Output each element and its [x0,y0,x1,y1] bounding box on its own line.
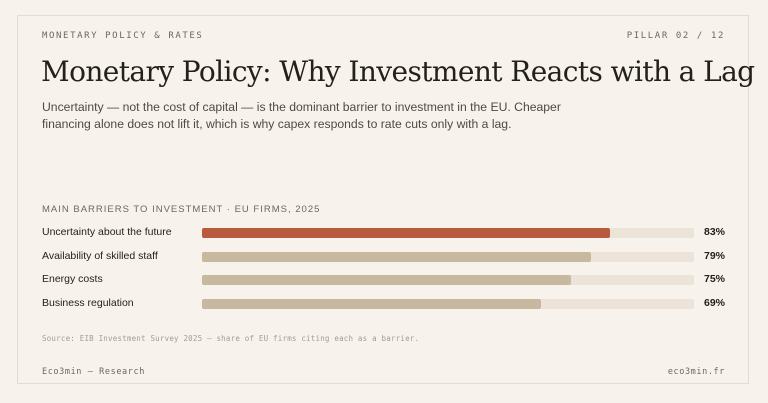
pillar-counter: PILLAR 02 / 12 [626,31,725,41]
card-frame [17,15,749,384]
section-kicker: MONETARY POLICY & RATES [42,31,204,41]
footer-brand: Eco3min — Research [42,367,145,377]
chart-title: MAIN BARRIERS TO INVESTMENT · EU FIRMS, … [42,204,321,215]
bar-category-label: Availability of skilled staff [42,249,158,262]
bar [202,299,542,310]
bar-value-label: 69% [704,297,726,310]
bar [202,275,571,286]
bar-track [202,228,694,238]
bar [202,251,591,262]
bar-category-label: Uncertainty about the future [42,226,172,238]
bar-track [202,275,694,286]
bar-track [202,251,694,262]
bar-value-label: 83% [704,226,726,238]
bar [202,228,611,238]
bar-category-label: Business regulation [42,297,134,310]
bar-category-label: Energy costs [42,273,103,286]
bar-value-label: 79% [704,249,726,262]
page-title: Monetary Policy: Why Investment Reacts w… [41,55,755,88]
bar-track [202,299,694,310]
footer-site-link[interactable]: eco3min.fr [667,367,725,377]
source-note: Source: EIB Investment Survey 2025 — sha… [42,334,420,343]
bar-value-label: 75% [704,273,726,286]
page-subtitle: Uncertainty — not the cost of capital — … [42,100,561,131]
